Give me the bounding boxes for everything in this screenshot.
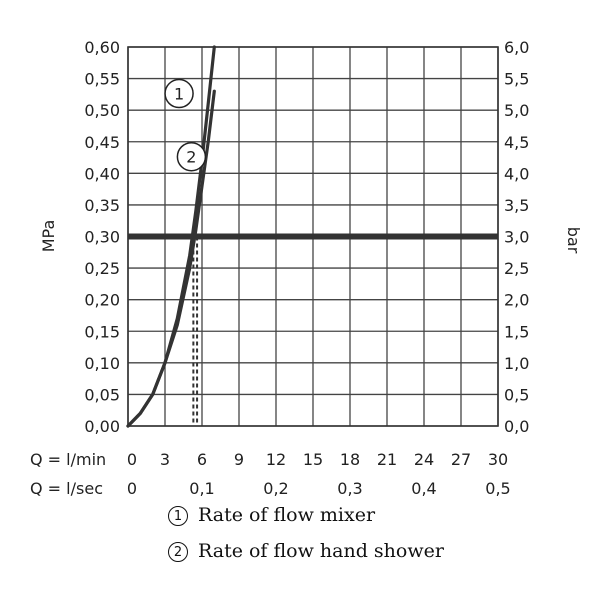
x-lsec-tick-label: 0,2 [263,479,288,498]
curve-marker-label: 1 [174,85,184,104]
x-axis-lmin-label: Q = l/min [30,450,106,469]
y-left-tick-label: 0,15 [84,322,120,341]
y-right-tick-label: 0,5 [504,385,529,404]
x-lmin-tick-label: 21 [377,450,397,469]
bottom-lmin-tick-labels: 0 3 6 9 12 15 18 21 24 27 30 [127,450,508,469]
y-right-tick-label: 2,0 [504,291,529,310]
x-lmin-tick-label: 9 [234,450,244,469]
y-left-tick-label: 0,60 [84,38,120,57]
x-lmin-tick-label: 3 [160,450,170,469]
y-left-tick-label: 0,50 [84,101,120,120]
curve-marker-2: 2 [176,141,207,172]
x-lmin-tick-label: 12 [266,450,286,469]
y-left-tick-label: 0,00 [84,417,120,436]
curves [126,45,216,428]
bottom-lsec-tick-labels: 0 0,1 0,2 0,3 0,4 0,5 [127,479,511,498]
y-left-tick-label: 0,40 [84,164,120,183]
curve-markers: 12 [164,78,207,172]
y-left-tick-label: 0,25 [84,259,120,278]
y-left-tick-label: 0,10 [84,354,120,373]
legend-marker-1: 1 [168,506,188,526]
x-lmin-tick-label: 0 [127,450,137,469]
curve-marker-1: 1 [164,78,194,109]
y-left-tick-label: 0,45 [84,133,120,152]
right-tick-labels: 0,0 0,5 1,0 1,5 2,0 2,5 3,0 3,5 4,0 4,5 5,0 5,5 6,0 [504,38,529,436]
plot-frame [127,46,499,427]
plot-border [127,46,499,427]
x-lsec-tick-label: 0,4 [411,479,436,498]
x-lsec-tick-label: 0 [127,479,137,498]
x-lmin-tick-label: 30 [488,450,508,469]
left-tick-labels: 0,00 0,05 0,10 0,15 0,20 0,25 0,30 0,35 0,40 0,45… [84,38,120,436]
y-right-tick-label: 4,5 [504,133,529,152]
x-lsec-tick-label: 0,5 [485,479,510,498]
legend-item-2: 2 Rate of flow hand shower [168,540,444,562]
curve-2 [126,89,216,428]
x-lmin-tick-label: 6 [197,450,207,469]
y-left-tick-label: 0,55 [84,70,120,89]
curve-marker-label: 2 [186,148,196,167]
y-right-tick-label: 1,0 [504,354,529,373]
y-left-tick-label: 0,20 [84,291,120,310]
y-right-tick-label: 3,0 [504,228,529,247]
y-right-tick-label: 0,0 [504,417,529,436]
y-right-tick-label: 3,5 [504,196,529,215]
x-lsec-tick-label: 0,3 [337,479,362,498]
y-axis-left-label: MPa [39,220,58,253]
legend-text-2: Rate of flow hand shower [198,540,444,562]
y-right-tick-label: 2,5 [504,259,529,278]
y-right-tick-label: 4,0 [504,164,529,183]
y-left-tick-label: 0,30 [84,228,120,247]
y-left-tick-label: 0,05 [84,385,120,404]
x-lsec-tick-label: 0,1 [189,479,214,498]
curve-marker-circle [176,141,207,172]
x-axis-lsec-label: Q = l/sec [30,479,103,498]
y-right-tick-label: 5,0 [504,101,529,120]
legend-marker-2: 2 [168,542,188,562]
x-lmin-tick-label: 24 [414,450,434,469]
curve-marker-circle [164,78,194,109]
y-right-tick-label: 5,5 [504,70,529,89]
y-left-tick-label: 0,35 [84,196,120,215]
x-lmin-tick-label: 15 [303,450,323,469]
y-right-tick-label: 1,5 [504,322,529,341]
x-lmin-tick-label: 27 [451,450,471,469]
y-axis-right-label: bar [564,227,583,254]
dashed-markers [192,236,199,426]
y-right-tick-label: 6,0 [504,38,529,57]
x-lmin-tick-label: 18 [340,450,360,469]
legend-item-1: 1 Rate of flow mixer [168,504,375,526]
legend-text-1: Rate of flow mixer [198,504,376,526]
